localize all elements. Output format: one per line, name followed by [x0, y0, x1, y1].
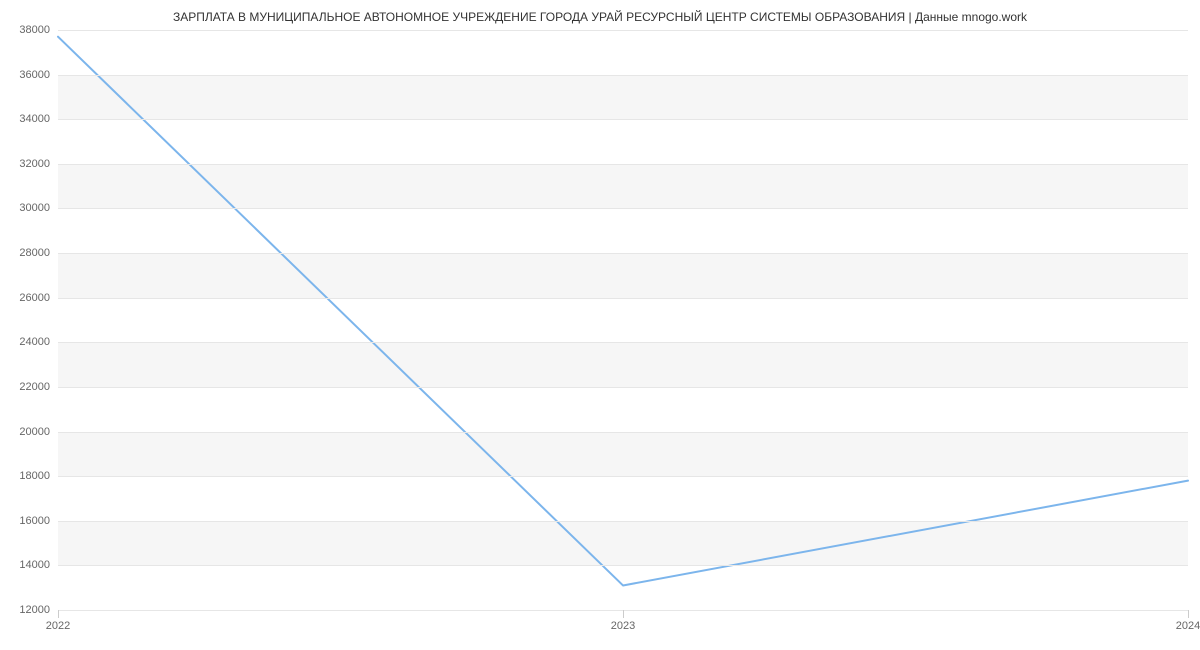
- y-axis-label: 22000: [8, 381, 50, 393]
- y-gridline: [58, 565, 1188, 566]
- x-tick: [1188, 610, 1189, 618]
- y-axis-label: 36000: [8, 69, 50, 81]
- y-axis-label: 38000: [8, 24, 50, 36]
- y-axis-label: 34000: [8, 113, 50, 125]
- y-axis-label: 20000: [8, 426, 50, 438]
- salary-line-chart: ЗАРПЛАТА В МУНИЦИПАЛЬНОЕ АВТОНОМНОЕ УЧРЕ…: [0, 0, 1200, 650]
- x-axis-label: 2022: [46, 620, 70, 632]
- x-axis-label: 2024: [1176, 620, 1200, 632]
- y-gridline: [58, 476, 1188, 477]
- chart-title: ЗАРПЛАТА В МУНИЦИПАЛЬНОЕ АВТОНОМНОЕ УЧРЕ…: [0, 10, 1200, 24]
- y-gridline: [58, 119, 1188, 120]
- y-axis-label: 30000: [8, 202, 50, 214]
- y-gridline: [58, 164, 1188, 165]
- y-axis-label: 32000: [8, 158, 50, 170]
- y-axis-label: 12000: [8, 604, 50, 616]
- y-gridline: [58, 75, 1188, 76]
- y-axis-label: 16000: [8, 515, 50, 527]
- y-gridline: [58, 208, 1188, 209]
- y-axis-label: 18000: [8, 470, 50, 482]
- y-gridline: [58, 30, 1188, 31]
- y-gridline: [58, 342, 1188, 343]
- y-axis-label: 28000: [8, 247, 50, 259]
- y-axis-label: 26000: [8, 292, 50, 304]
- x-tick: [58, 610, 59, 618]
- x-tick: [623, 610, 624, 618]
- y-axis-label: 14000: [8, 559, 50, 571]
- y-gridline: [58, 253, 1188, 254]
- line-layer: [58, 30, 1188, 610]
- plot-area: 1200014000160001800020000220002400026000…: [58, 30, 1188, 610]
- y-gridline: [58, 521, 1188, 522]
- x-axis-label: 2023: [611, 620, 635, 632]
- y-gridline: [58, 298, 1188, 299]
- y-gridline: [58, 432, 1188, 433]
- y-axis-label: 24000: [8, 336, 50, 348]
- y-gridline: [58, 387, 1188, 388]
